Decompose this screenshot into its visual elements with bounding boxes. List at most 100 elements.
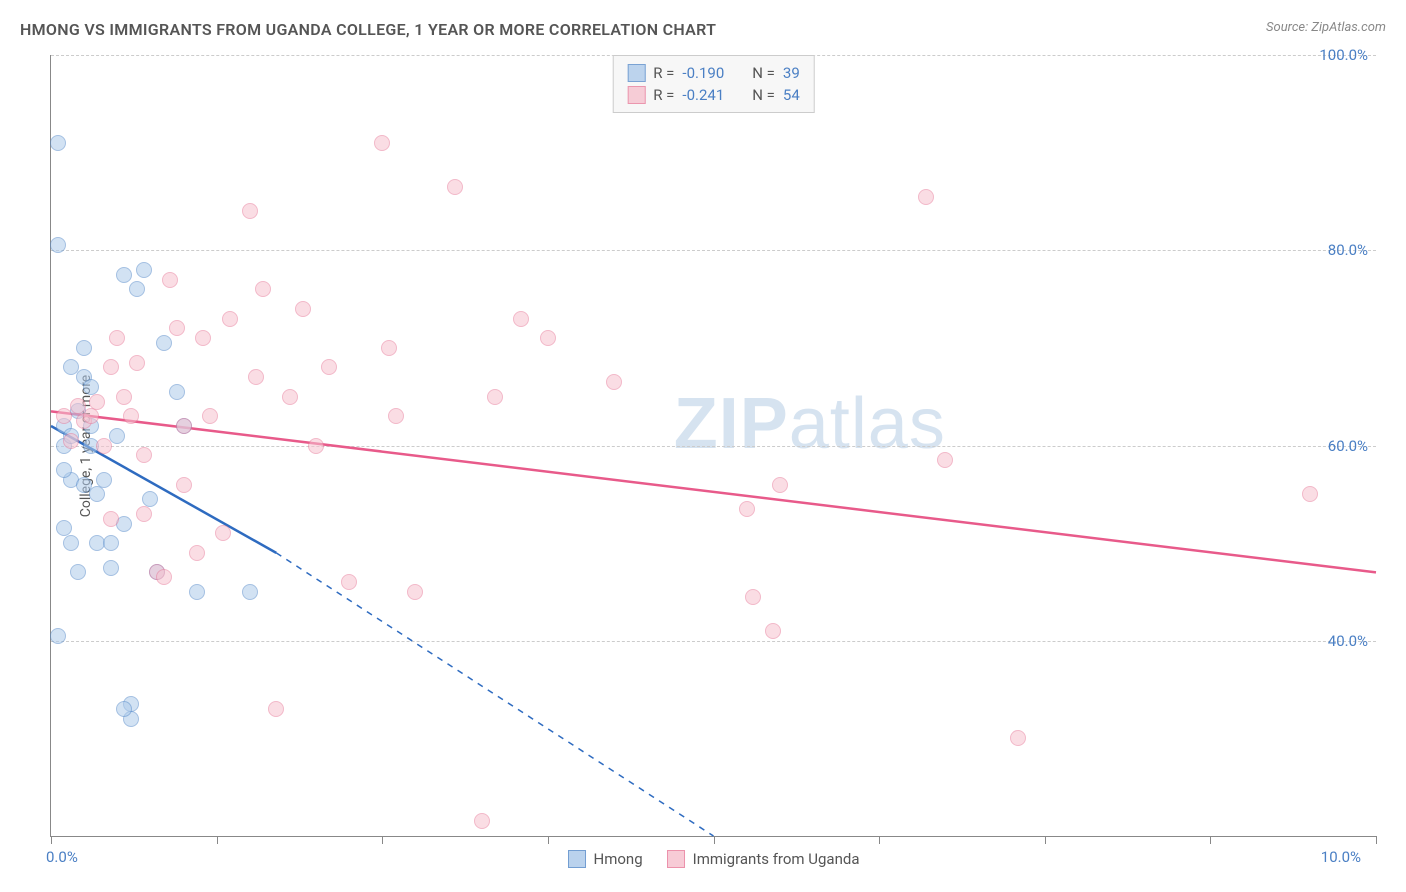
data-point bbox=[248, 369, 264, 385]
data-point bbox=[156, 335, 172, 351]
data-point bbox=[70, 564, 86, 580]
data-point bbox=[282, 389, 298, 405]
data-point bbox=[242, 584, 258, 600]
data-point bbox=[242, 203, 258, 219]
data-point bbox=[96, 472, 112, 488]
data-point bbox=[56, 462, 72, 478]
data-point bbox=[50, 135, 66, 151]
data-point bbox=[937, 452, 953, 468]
data-point bbox=[918, 189, 934, 205]
data-point bbox=[162, 272, 178, 288]
data-point bbox=[156, 569, 172, 585]
data-point bbox=[739, 501, 755, 517]
data-point bbox=[189, 584, 205, 600]
data-point bbox=[321, 359, 337, 375]
x-axis-min-label: 0.0% bbox=[46, 848, 78, 866]
data-point bbox=[215, 525, 231, 541]
x-axis-max-label: 10.0% bbox=[1321, 848, 1361, 866]
data-point bbox=[89, 486, 105, 502]
legend-row: R = -0.190 N = 39 bbox=[627, 62, 800, 84]
data-point bbox=[381, 340, 397, 356]
r-label: R = bbox=[653, 64, 674, 82]
series-swatch bbox=[667, 850, 685, 868]
data-point bbox=[103, 359, 119, 375]
data-point bbox=[540, 330, 556, 346]
r-value: -0.190 bbox=[682, 64, 724, 82]
data-point bbox=[513, 311, 529, 327]
chart-area: ZIPatlas 40.0%60.0%80.0%100.0% 0.0% 10.0… bbox=[50, 55, 1376, 837]
data-point bbox=[136, 262, 152, 278]
data-point bbox=[56, 520, 72, 536]
chart-title: HMONG VS IMMIGRANTS FROM UGANDA COLLEGE,… bbox=[20, 20, 716, 39]
data-point bbox=[772, 477, 788, 493]
series-swatch bbox=[627, 64, 645, 82]
data-point bbox=[1302, 486, 1318, 502]
x-tick bbox=[1210, 836, 1211, 844]
data-point bbox=[129, 355, 145, 371]
series-swatch bbox=[568, 850, 586, 868]
legend-row: R = -0.241 N = 54 bbox=[627, 84, 800, 106]
data-point bbox=[109, 428, 125, 444]
data-point bbox=[745, 589, 761, 605]
data-point bbox=[268, 701, 284, 717]
data-point bbox=[1010, 730, 1026, 746]
n-label: N = bbox=[752, 86, 775, 104]
legend-item: Hmong bbox=[568, 850, 643, 868]
data-point bbox=[50, 237, 66, 253]
data-point bbox=[89, 394, 105, 410]
r-label: R = bbox=[653, 86, 674, 104]
data-point bbox=[103, 560, 119, 576]
x-tick bbox=[548, 836, 549, 844]
data-point bbox=[96, 438, 112, 454]
data-point bbox=[103, 511, 119, 527]
data-point bbox=[136, 506, 152, 522]
data-point bbox=[606, 374, 622, 390]
data-point bbox=[103, 535, 119, 551]
x-tick bbox=[51, 836, 52, 844]
data-point bbox=[487, 389, 503, 405]
n-value: 39 bbox=[783, 64, 800, 82]
x-tick bbox=[1045, 836, 1046, 844]
correlation-legend: R = -0.190 N = 39 R = -0.241 N = 54 bbox=[612, 55, 815, 113]
x-tick bbox=[714, 836, 715, 844]
source-credit: Source: ZipAtlas.com bbox=[1266, 20, 1386, 35]
data-point bbox=[83, 379, 99, 395]
data-point bbox=[255, 281, 271, 297]
data-point bbox=[474, 813, 490, 829]
x-tick bbox=[879, 836, 880, 844]
data-point bbox=[176, 418, 192, 434]
scatter-plot bbox=[51, 55, 1376, 836]
data-point bbox=[388, 408, 404, 424]
data-point bbox=[765, 623, 781, 639]
data-point bbox=[109, 330, 125, 346]
data-point bbox=[169, 384, 185, 400]
data-point bbox=[308, 438, 324, 454]
data-point bbox=[374, 135, 390, 151]
legend-item: Immigrants from Uganda bbox=[667, 850, 860, 868]
data-point bbox=[129, 281, 145, 297]
x-tick bbox=[217, 836, 218, 844]
series-swatch bbox=[627, 86, 645, 104]
data-point bbox=[76, 340, 92, 356]
data-point bbox=[136, 447, 152, 463]
series-name: Immigrants from Uganda bbox=[693, 850, 860, 868]
data-point bbox=[195, 330, 211, 346]
data-point bbox=[63, 535, 79, 551]
data-point bbox=[447, 179, 463, 195]
data-point bbox=[50, 628, 66, 644]
r-value: -0.241 bbox=[682, 86, 724, 104]
x-tick bbox=[1376, 836, 1377, 844]
data-point bbox=[222, 311, 238, 327]
data-point bbox=[407, 584, 423, 600]
x-tick bbox=[382, 836, 383, 844]
series-name: Hmong bbox=[594, 850, 643, 868]
series-legend: Hmong Immigrants from Uganda bbox=[568, 850, 860, 868]
n-label: N = bbox=[752, 64, 775, 82]
n-value: 54 bbox=[783, 86, 800, 104]
data-point bbox=[83, 408, 99, 424]
data-point bbox=[63, 433, 79, 449]
data-point bbox=[116, 701, 132, 717]
data-point bbox=[295, 301, 311, 317]
data-point bbox=[116, 389, 132, 405]
data-point bbox=[142, 491, 158, 507]
